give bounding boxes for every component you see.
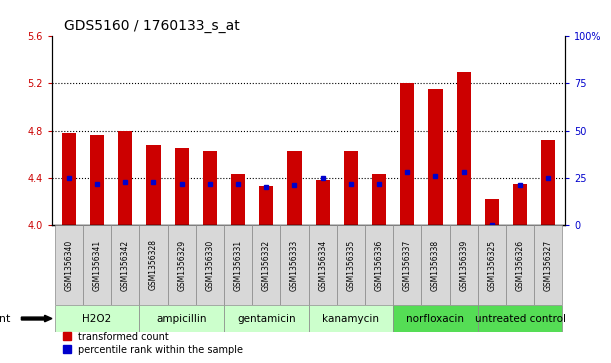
Bar: [280, 225, 309, 305]
Bar: [203, 151, 217, 225]
Bar: [316, 180, 330, 225]
Legend: transformed count, percentile rank within the sample: transformed count, percentile rank withi…: [63, 331, 243, 355]
Text: H2O2: H2O2: [82, 314, 112, 323]
Bar: [111, 225, 139, 305]
Text: GSM1356328: GSM1356328: [149, 240, 158, 290]
Text: kanamycin: kanamycin: [323, 314, 379, 323]
Text: GSM1356333: GSM1356333: [290, 239, 299, 291]
Text: GSM1356332: GSM1356332: [262, 240, 271, 290]
Bar: [485, 199, 499, 225]
Bar: [309, 305, 393, 332]
Text: GSM1356327: GSM1356327: [544, 240, 553, 290]
Text: GSM1356335: GSM1356335: [346, 239, 356, 291]
Bar: [393, 225, 422, 305]
Bar: [478, 225, 506, 305]
Text: GSM1356330: GSM1356330: [205, 239, 214, 291]
Text: GSM1356342: GSM1356342: [121, 240, 130, 290]
Bar: [541, 140, 555, 225]
Bar: [224, 305, 309, 332]
Text: GSM1356340: GSM1356340: [64, 239, 73, 291]
Bar: [428, 89, 442, 225]
Bar: [344, 151, 358, 225]
Bar: [400, 83, 414, 225]
Bar: [231, 174, 245, 225]
Text: GSM1356326: GSM1356326: [516, 240, 525, 290]
Bar: [309, 225, 337, 305]
Bar: [252, 225, 280, 305]
Bar: [55, 225, 83, 305]
Bar: [478, 305, 562, 332]
Bar: [393, 305, 478, 332]
Bar: [372, 174, 386, 225]
Text: untreated control: untreated control: [475, 314, 566, 323]
Text: GSM1356338: GSM1356338: [431, 240, 440, 290]
Text: gentamicin: gentamicin: [237, 314, 296, 323]
Bar: [139, 225, 167, 305]
Bar: [139, 305, 224, 332]
Text: ampicillin: ampicillin: [156, 314, 207, 323]
Bar: [450, 225, 478, 305]
Text: norfloxacin: norfloxacin: [406, 314, 464, 323]
Bar: [118, 131, 133, 225]
Bar: [55, 305, 139, 332]
Bar: [167, 225, 196, 305]
Text: agent: agent: [0, 314, 11, 323]
Text: GSM1356325: GSM1356325: [488, 240, 496, 290]
Bar: [83, 225, 111, 305]
Bar: [506, 225, 534, 305]
Bar: [365, 225, 393, 305]
Text: GSM1356337: GSM1356337: [403, 239, 412, 291]
Text: GSM1356341: GSM1356341: [92, 240, 101, 290]
Text: GSM1356339: GSM1356339: [459, 239, 468, 291]
Bar: [513, 184, 527, 225]
Text: GSM1356331: GSM1356331: [233, 240, 243, 290]
Bar: [422, 225, 450, 305]
Text: GSM1356334: GSM1356334: [318, 239, 327, 291]
Text: GSM1356336: GSM1356336: [375, 239, 384, 291]
Bar: [62, 133, 76, 225]
Bar: [175, 148, 189, 225]
Bar: [259, 186, 273, 225]
Bar: [90, 135, 104, 225]
Bar: [337, 225, 365, 305]
Bar: [456, 72, 470, 225]
Bar: [147, 145, 161, 225]
Bar: [224, 225, 252, 305]
Text: GDS5160 / 1760133_s_at: GDS5160 / 1760133_s_at: [64, 19, 240, 33]
Bar: [196, 225, 224, 305]
Text: GSM1356329: GSM1356329: [177, 240, 186, 290]
Bar: [287, 151, 301, 225]
Bar: [534, 225, 562, 305]
